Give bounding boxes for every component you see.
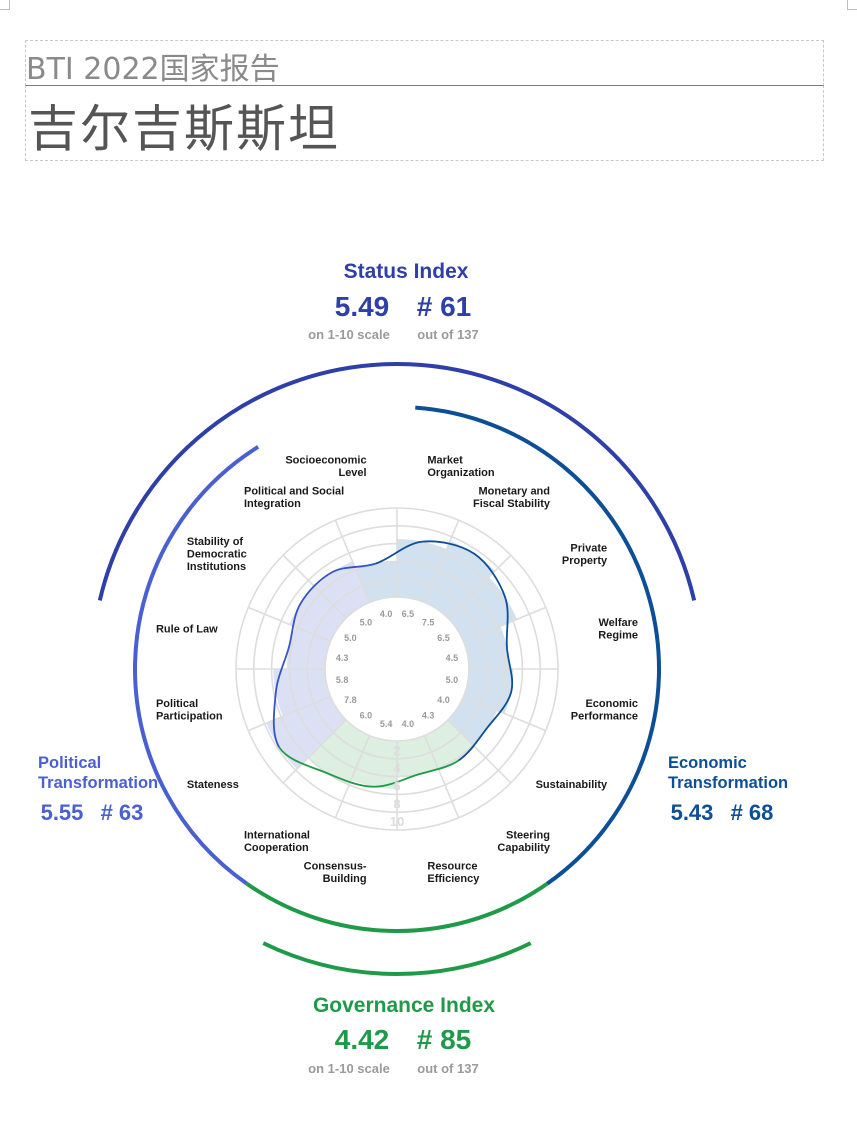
radar-segment-fill <box>397 539 447 603</box>
radar-ring-label: 4 <box>393 761 401 776</box>
radar-segment-fill <box>424 719 475 771</box>
status-index-arc <box>97 362 697 601</box>
radar-ring-label: 10 <box>390 814 404 829</box>
economic-transformation-title: Economic <box>668 754 747 772</box>
status-index-score: 5.49 <box>335 291 390 322</box>
radar-score-value: 4.5 <box>446 653 459 663</box>
radar-segment-fill <box>273 669 331 717</box>
radar-axis-label: Rule of Law <box>156 624 218 636</box>
status-rank-note: out of 137 <box>417 327 478 342</box>
country-title-box: 吉尔吉斯斯坦 <box>25 85 824 161</box>
radar-spoke <box>423 735 460 819</box>
economic-score-outline <box>375 540 514 762</box>
radar-axis-label: International Cooperation <box>244 830 310 855</box>
radar-axis-label: Private Property <box>562 542 608 567</box>
radar-axis-label: Economic Performance <box>571 698 638 723</box>
radar-ring-label: 6 <box>393 779 400 794</box>
governance-score-note: on 1-10 scale <box>308 1061 390 1076</box>
page-corner-mark <box>847 0 857 10</box>
radar-score-value: 5.4 <box>380 719 393 729</box>
radar-score-value: 4.3 <box>336 653 349 663</box>
governance-rank-note: out of 137 <box>417 1061 478 1076</box>
radar-score-value: 7.5 <box>422 617 435 627</box>
radar-score-value: 4.0 <box>437 695 450 705</box>
political-transformation-title: Political <box>38 754 101 772</box>
radar-spoke <box>447 554 512 619</box>
radar-score-value: 4.0 <box>402 719 415 729</box>
radar-spoke <box>282 719 347 784</box>
radar-axis-label: Socioeconomic Level <box>285 454 366 479</box>
political-score-outline <box>272 562 377 749</box>
radar-axis-label: Steering Capability <box>497 830 550 855</box>
political-transformation-score: 5.55 <box>41 800 84 825</box>
governance-inner-arc <box>245 881 549 933</box>
political-transformation-rank: # 63 <box>101 800 144 825</box>
radar-spoke <box>447 719 512 784</box>
radar-spoke <box>423 519 460 603</box>
radar-segment-fill <box>463 669 514 714</box>
radar-axis-label: Sustainability <box>536 779 608 791</box>
radar-score-value: 6.5 <box>437 633 450 643</box>
radar-spoke <box>334 519 371 603</box>
report-title: BTI 2022国家报告 <box>26 52 280 87</box>
status-index-rank: # 61 <box>417 291 472 322</box>
economic-transformation-title: Transformation <box>668 774 788 792</box>
radar-score-value: 6.0 <box>360 711 373 721</box>
economic-transformation-score: 5.43 <box>671 800 714 825</box>
radar-axis-label: Welfare Regime <box>598 617 638 642</box>
radar-segment-fill <box>447 696 497 746</box>
page-corner-mark <box>0 0 10 10</box>
radar-score-value: 5.0 <box>360 617 373 627</box>
radar-score-value: 5.0 <box>344 633 357 643</box>
political-transformation-title: Transformation <box>38 774 158 792</box>
radar-spoke <box>334 735 371 819</box>
governance-index-arc <box>262 941 532 976</box>
radar-axis-label: Resource Efficiency <box>427 861 480 886</box>
radar-axis-label: Market Organization <box>427 454 495 479</box>
economic-transformation-rank: # 68 <box>731 800 774 825</box>
radar-score-value: 5.0 <box>446 675 459 685</box>
governance-index-score: 4.42 <box>335 1024 390 1055</box>
radar-score-value: 4.3 <box>422 711 435 721</box>
radar-segment-fill <box>266 696 347 769</box>
radar-spoke <box>463 695 547 732</box>
radar-score-value: 7.8 <box>344 695 357 705</box>
economic-transformation-arc <box>415 405 661 886</box>
country-title: 吉尔吉斯斯坦 <box>28 100 340 158</box>
radar-score-value: 5.8 <box>336 675 349 685</box>
radar-ring-label: 2 <box>393 743 400 758</box>
radar-grid-ring <box>324 596 470 742</box>
radar-segment-fill <box>314 561 370 619</box>
status-score-note: on 1-10 scale <box>308 327 390 342</box>
governance-score-outline <box>278 747 459 788</box>
political-transformation-arc <box>133 445 260 886</box>
radar-spoke <box>247 606 331 643</box>
radar-axis-label: Consensus-Building <box>304 861 367 886</box>
radar-ring-label: 8 <box>393 796 400 811</box>
radar-axis-label: Political Participation <box>156 698 223 723</box>
radar-spoke <box>463 606 547 643</box>
governance-index-rank: # 85 <box>417 1024 472 1055</box>
governance-index-title: Governance Index <box>313 994 495 1017</box>
radar-segment-fill <box>447 577 517 642</box>
radar-axis-label: Monetary and Fiscal Stability <box>473 485 551 510</box>
radar-segment-fill <box>308 719 370 785</box>
radar-spoke <box>247 695 331 732</box>
radar-axis-label: Stateness <box>187 779 239 791</box>
radar-axis-label: Political and Social Integration <box>244 485 344 510</box>
radar-score-value: 4.0 <box>380 609 393 619</box>
radar-axis-label: Stability of Democratic Institutions <box>187 536 247 573</box>
status-index-title: Status Index <box>344 260 469 283</box>
radar-score-value: 6.5 <box>402 609 415 619</box>
